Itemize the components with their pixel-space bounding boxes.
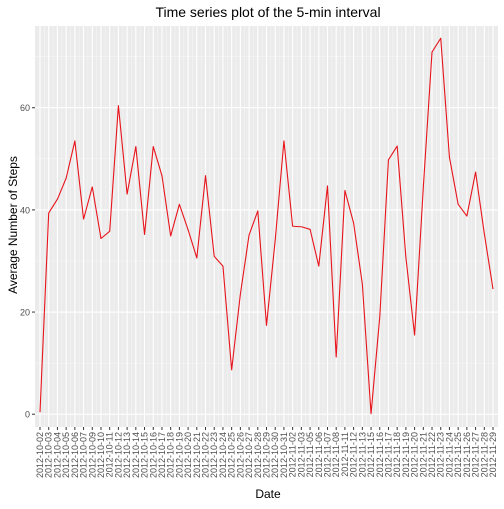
- x-axis: 2012-10-022012-10-032012-10-042012-10-05…: [35, 427, 498, 478]
- x-tick-label: 2012-11-29: [488, 432, 498, 477]
- y-axis-title: Average Number of Steps: [6, 156, 20, 294]
- y-tick-label: 20: [20, 308, 30, 318]
- y-tick-label: 40: [20, 205, 30, 215]
- x-axis-title: Date: [255, 487, 281, 501]
- y-tick-label: 60: [20, 103, 30, 113]
- chart-title: Time series plot of the 5-min interval: [155, 4, 380, 20]
- y-tick-label: 0: [25, 410, 30, 420]
